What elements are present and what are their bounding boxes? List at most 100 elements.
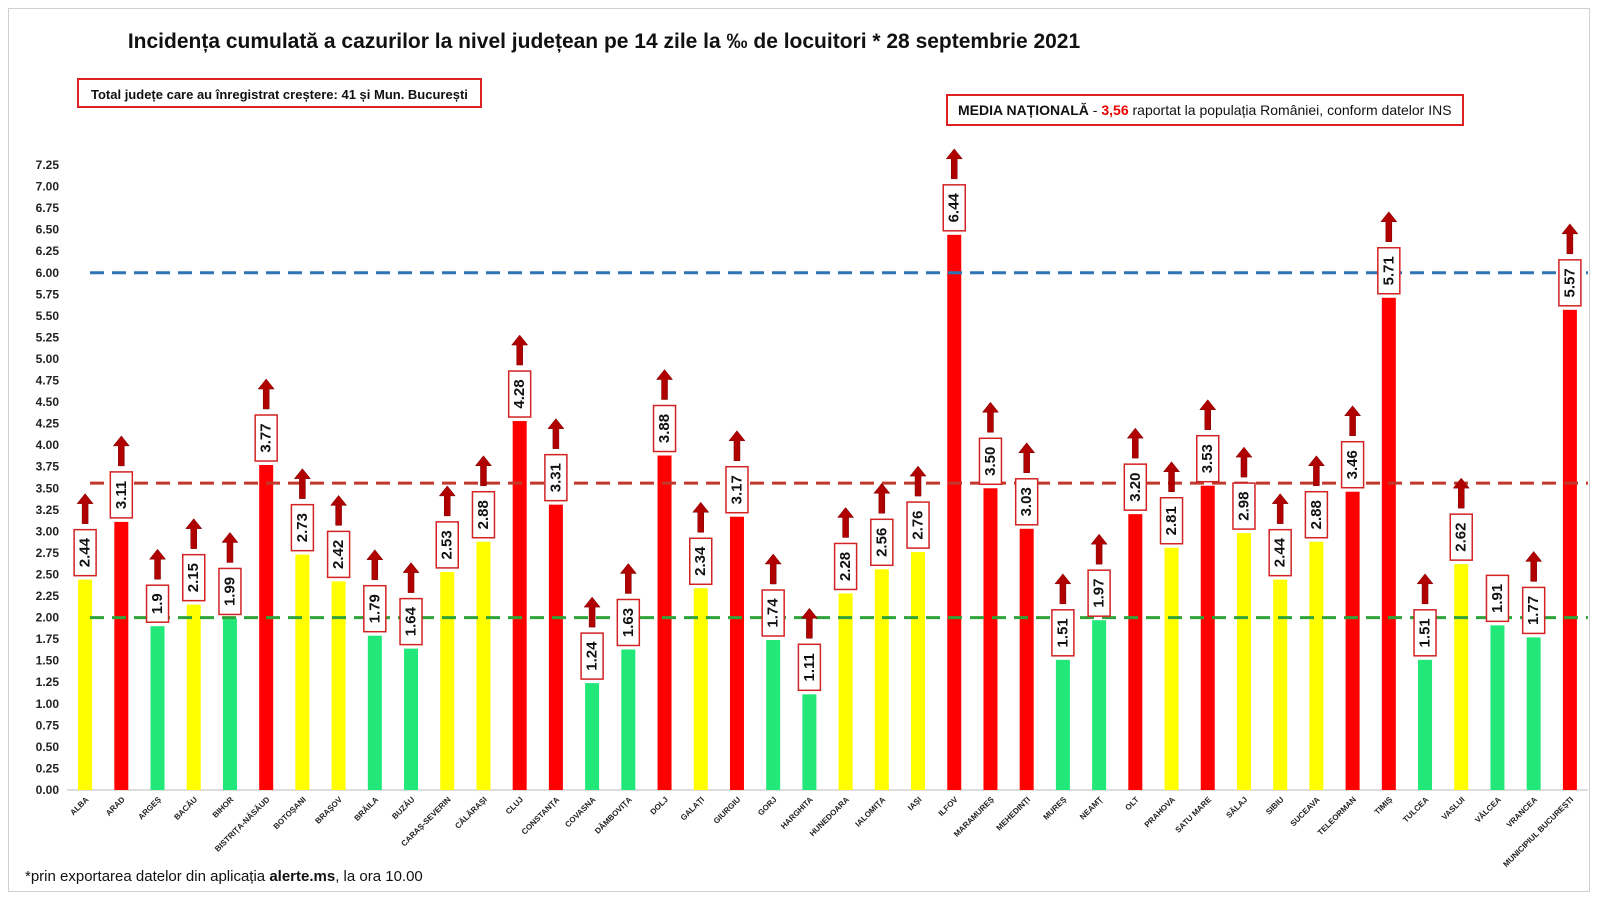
x-category-label: SĂLAJ: [1224, 795, 1249, 820]
x-category-label: PRAHOVA: [1143, 795, 1177, 829]
value-label: 1.91: [1489, 584, 1506, 613]
value-label-box: [761, 589, 785, 637]
x-category-label: GIURGIU: [712, 795, 743, 826]
increase-arrow-icon: [185, 518, 203, 549]
value-label: 2.28: [837, 552, 854, 581]
x-category-label: BOTOȘANI: [272, 795, 308, 831]
x-category-label: ARAD: [104, 795, 127, 818]
bar: [476, 541, 491, 790]
bar: [1526, 637, 1541, 790]
bar: [911, 552, 926, 790]
value-label: 2.44: [77, 537, 94, 567]
value-label: 3.77: [258, 423, 275, 452]
x-category-label: TIMIȘ: [1373, 795, 1395, 817]
value-label-box: [1377, 247, 1401, 295]
total-counties-box: Total județe care au înregistrat creșter…: [77, 78, 482, 108]
increase-arrow-icon: [945, 148, 963, 180]
x-category-label: OLT: [1123, 795, 1140, 812]
x-category-label: ALBA: [68, 795, 90, 817]
value-label: 2.73: [294, 513, 311, 542]
bar: [1381, 297, 1396, 790]
y-tick-label: 7.00: [36, 180, 60, 194]
y-tick-label: 1.00: [36, 697, 60, 711]
bar: [331, 581, 346, 790]
value-label: 2.44: [1272, 537, 1289, 567]
footnote-suffix: , la ora 10.00: [335, 868, 423, 885]
increase-arrow-icon: [1018, 442, 1036, 474]
value-label: 3.50: [982, 447, 999, 476]
y-tick-label: 1.50: [36, 654, 60, 668]
y-tick-label: 4.25: [36, 417, 60, 431]
increase-arrow-icon: [76, 493, 94, 524]
value-label: 1.74: [765, 598, 782, 628]
value-label-box: [1232, 482, 1256, 530]
value-label: 1.97: [1091, 579, 1108, 608]
bar: [259, 465, 274, 790]
value-label-box: [182, 553, 206, 602]
value-label: 1.51: [1054, 618, 1071, 647]
x-category-label: IALOMIȚA: [854, 795, 888, 829]
value-label-box: [942, 184, 966, 232]
value-label: 2.81: [1163, 506, 1180, 535]
y-tick-label: 3.25: [36, 503, 60, 517]
y-tick-label: 6.50: [36, 223, 60, 237]
increase-arrow-icon: [728, 430, 746, 461]
value-label-box: [1304, 490, 1329, 539]
value-label-box: [507, 370, 532, 418]
bar: [947, 234, 962, 791]
bar: [838, 593, 853, 790]
value-label: 1.51: [1417, 618, 1434, 647]
y-tick-label: 5.50: [36, 309, 60, 323]
bar: [1055, 659, 1070, 790]
x-category-label: MUNICIPIUL BUCUREȘTI: [1501, 795, 1575, 869]
x-category-label: BACĂU: [172, 795, 199, 822]
value-label-box: [544, 453, 568, 502]
increase-arrow-icon: [1452, 477, 1470, 509]
value-label-box: [471, 490, 496, 539]
value-label-box: [109, 471, 134, 519]
value-label: 3.31: [547, 463, 564, 492]
value-label-box: [1558, 259, 1582, 307]
value-label-box: [218, 567, 242, 616]
increase-arrow-icon: [692, 501, 710, 533]
value-label: 1.77: [1525, 596, 1542, 625]
footnote-source: alerte.ms: [269, 868, 336, 885]
y-tick-label: 3.50: [36, 481, 60, 495]
increase-arrow-icon: [837, 507, 855, 538]
bar: [1418, 659, 1433, 790]
value-label: 2.56: [873, 528, 890, 557]
increase-arrow-icon: [1235, 446, 1253, 478]
bar: [512, 421, 527, 790]
x-category-label: GORJ: [756, 795, 778, 817]
x-category-label: TELEORMAN: [1316, 795, 1358, 837]
national-average-box: MEDIA NAȚIONALĂ - 3,56 raportat la popul…: [946, 94, 1464, 126]
value-label: 6.44: [946, 193, 963, 223]
footnote-prefix: *prin exportarea datelor din aplicația: [25, 868, 270, 885]
x-category-label: VÂLCEA: [1473, 795, 1503, 825]
increase-arrow-icon: [1271, 493, 1289, 524]
value-label-box: [254, 414, 278, 462]
y-tick-label: 0.25: [36, 761, 60, 775]
increase-arrow-icon: [112, 435, 130, 467]
bar: [802, 694, 817, 790]
y-tick-label: 2.75: [36, 546, 60, 560]
increase-arrow-icon: [1163, 461, 1181, 493]
increase-arrow-icon: [149, 548, 167, 580]
increase-arrow-icon: [511, 334, 529, 366]
y-tick-label: 1.25: [36, 675, 60, 689]
bar: [440, 571, 455, 790]
bar: [367, 635, 382, 790]
increase-arrow-icon: [547, 418, 565, 449]
x-category-label: HARGHITA: [779, 795, 815, 831]
value-label-box: [290, 503, 315, 552]
value-label: 2.53: [439, 530, 456, 559]
value-label-box: [1268, 528, 1292, 577]
y-tick-label: 5.00: [36, 352, 60, 366]
value-label-box: [833, 542, 858, 591]
value-label-box: [1449, 513, 1473, 561]
x-category-label: DÂMBOVIȚA: [593, 795, 634, 836]
increase-arrow-icon: [1199, 399, 1217, 430]
value-label-box: [1521, 586, 1546, 635]
x-category-label: TULCEA: [1401, 795, 1430, 824]
